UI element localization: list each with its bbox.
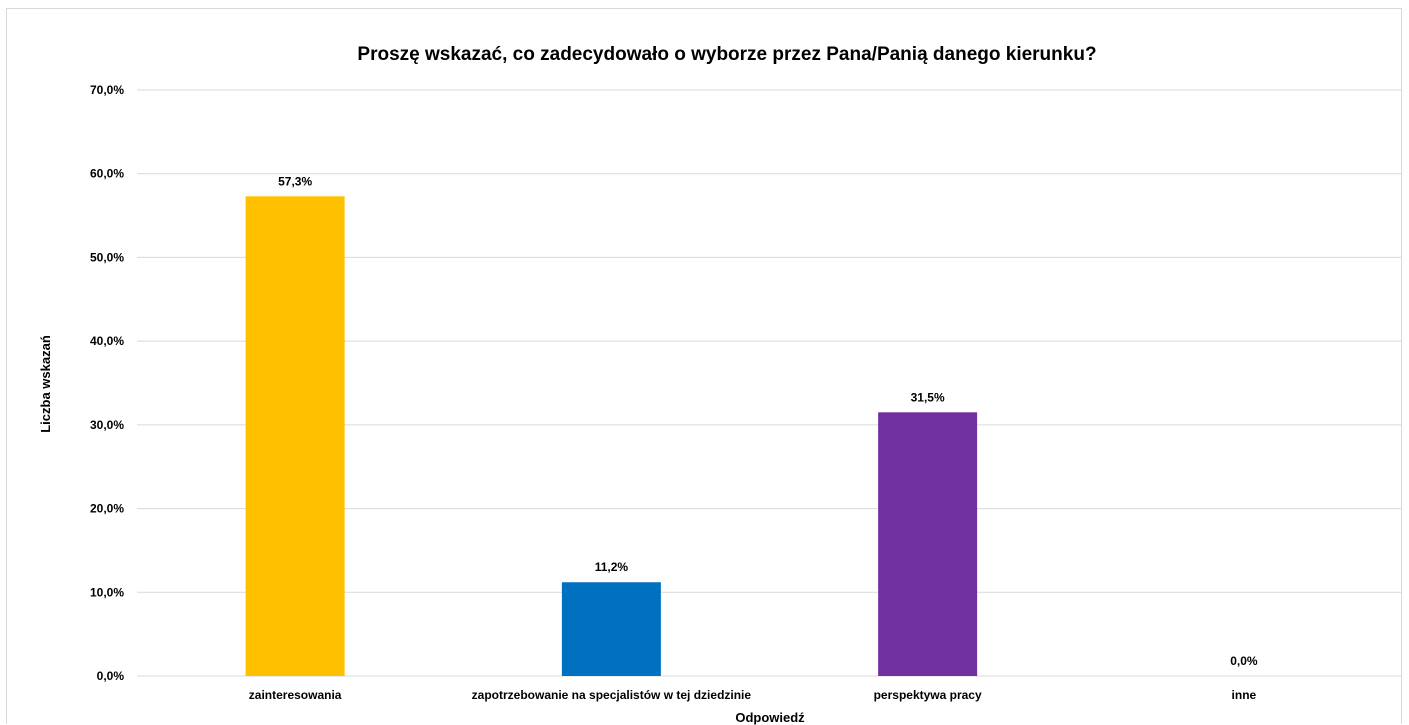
- bar-1: [245, 196, 345, 676]
- bar-2: [561, 582, 661, 676]
- y-tick-label: 20,0%: [90, 502, 124, 516]
- data-label: 11,2%: [595, 560, 629, 574]
- gridlines: [137, 89, 1402, 677]
- y-axis-ticks: 0,0% 10,0% 20,0% 30,0% 40,0% 50,0% 60,0% 70,0%: [90, 83, 124, 683]
- y-tick-label: 60,0%: [90, 167, 124, 181]
- x-axis-title: Odpowiedź: [735, 710, 805, 725]
- chart-area: Proszę wskazać, co zadecydowało o wyborz…: [6, 8, 1402, 725]
- x-category-label: perspektywa pracy: [874, 688, 982, 702]
- y-tick-label: 30,0%: [90, 418, 124, 432]
- x-category-label: zapotrzebowanie na specjalistów w tej dz…: [472, 688, 752, 702]
- data-labels: 57,3% 11,2% 31,5% 0,0%: [278, 174, 1258, 668]
- data-label: 0,0%: [1230, 654, 1258, 668]
- data-label: 31,5%: [911, 390, 945, 404]
- y-tick-label: 50,0%: [90, 250, 124, 264]
- data-label: 57,3%: [278, 174, 312, 188]
- y-tick-label: 40,0%: [90, 334, 124, 348]
- y-tick-label: 0,0%: [97, 669, 125, 683]
- bar-3: [878, 412, 978, 676]
- bars: [245, 196, 978, 676]
- chart-title: Proszę wskazać, co zadecydowało o wyborz…: [357, 44, 1096, 65]
- x-category-label: zainteresowania: [249, 688, 342, 702]
- y-tick-label: 70,0%: [90, 83, 124, 97]
- y-tick-label: 10,0%: [90, 585, 124, 599]
- bar-chart: Proszę wskazać, co zadecydowało o wyborz…: [38, 44, 1402, 725]
- y-axis-title: Liczba wskazań: [38, 335, 53, 433]
- x-axis-categories: zainteresowania zapotrzebowanie na specja…: [249, 688, 1257, 702]
- x-category-label: inne: [1232, 688, 1257, 702]
